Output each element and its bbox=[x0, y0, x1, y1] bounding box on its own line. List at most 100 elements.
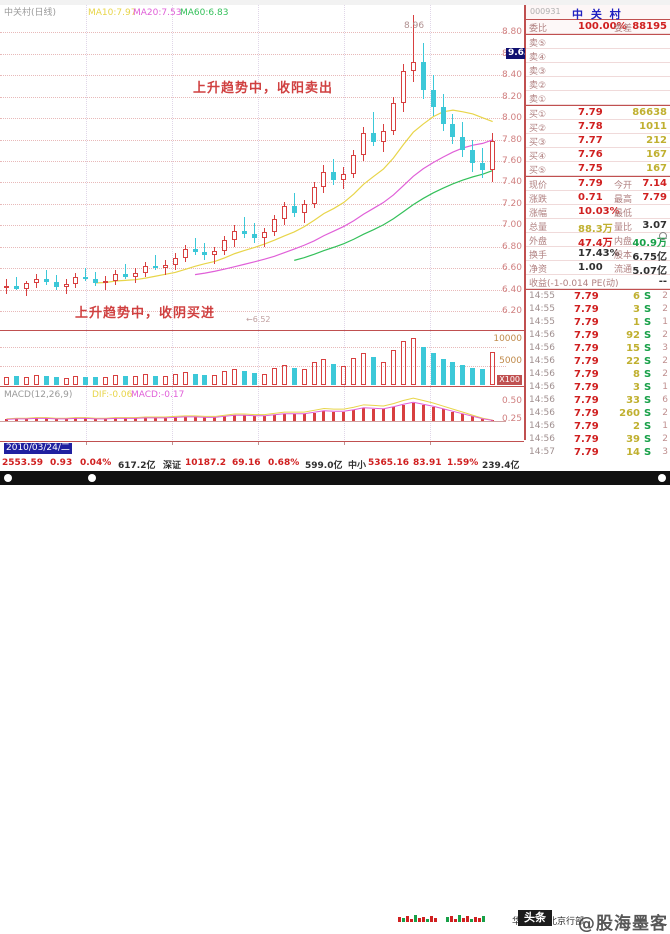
volume-bar[interactable] bbox=[202, 374, 208, 385]
volume-bar[interactable] bbox=[371, 357, 377, 385]
status-item[interactable]: 2553.59 bbox=[2, 458, 43, 468]
status-item[interactable]: 599.0亿 bbox=[305, 461, 343, 471]
volume-bar[interactable] bbox=[172, 373, 178, 385]
volume-bar[interactable] bbox=[400, 340, 406, 385]
volume-bar[interactable] bbox=[410, 337, 416, 385]
bid-book[interactable]: 买① 7.79 86638 买② 7.78 1011 买③ 7.77 212 买④ 7.76 167 买… bbox=[526, 105, 670, 176]
volume-bar[interactable] bbox=[311, 362, 317, 385]
volume-bar[interactable] bbox=[23, 377, 29, 385]
volume-bar[interactable] bbox=[381, 361, 387, 385]
status-item[interactable]: 0.93 bbox=[50, 458, 73, 468]
volume-bar[interactable] bbox=[232, 369, 238, 385]
scrollbar-right-knob[interactable] bbox=[658, 474, 666, 482]
bid-row[interactable]: 买④ 7.76 167 bbox=[526, 148, 670, 162]
status-item[interactable]: 5365.16 bbox=[368, 458, 409, 468]
volume-bar[interactable] bbox=[222, 371, 228, 385]
tick-row[interactable]: 14:56 7.79 260 S 2 bbox=[526, 407, 670, 420]
ask-row[interactable]: 卖① bbox=[526, 91, 670, 105]
status-item[interactable]: 239.4亿 bbox=[482, 461, 520, 471]
bid-row[interactable]: 买① 7.79 86638 bbox=[526, 105, 670, 120]
tick-row[interactable]: 14:56 7.79 8 S 2 bbox=[526, 368, 670, 381]
tick-row[interactable]: 14:56 7.79 2 S 1 bbox=[526, 420, 670, 433]
volume-bar[interactable] bbox=[480, 369, 486, 385]
volume-bar[interactable] bbox=[152, 375, 158, 385]
volume-bar[interactable] bbox=[242, 370, 248, 385]
volume-bar[interactable] bbox=[93, 377, 99, 385]
volume-bar[interactable] bbox=[440, 358, 446, 385]
status-item[interactable]: 69.16 bbox=[232, 458, 261, 468]
tick-row[interactable]: 14:55 7.79 3 S 2 bbox=[526, 303, 670, 316]
status-item[interactable]: 83.91 bbox=[413, 458, 442, 468]
quote-panel[interactable]: 000931 中 关 村 委比 100.00% 委差 88195 卖⑤ 卖④ 卖③ 卖… bbox=[525, 5, 670, 471]
volume-bar[interactable] bbox=[420, 346, 426, 385]
volume-bar[interactable] bbox=[33, 375, 39, 385]
volume-bar[interactable] bbox=[331, 363, 337, 385]
status-item[interactable]: 10187.2 bbox=[185, 458, 226, 468]
price-pane[interactable]: 8.808.608.408.208.007.807.607.407.207.00… bbox=[0, 5, 533, 331]
ask-book[interactable]: 卖⑤ 卖④ 卖③ 卖② 卖① bbox=[526, 34, 670, 105]
ask-row[interactable]: 卖④ bbox=[526, 49, 670, 63]
bid-row[interactable]: 买⑤ 7.75 167 bbox=[526, 162, 670, 176]
status-item[interactable]: 0.04% bbox=[80, 458, 112, 468]
volume-bar[interactable] bbox=[460, 365, 466, 385]
ask-row[interactable]: 卖⑤ bbox=[526, 34, 670, 49]
tick-row[interactable]: 14:56 7.79 15 S 3 bbox=[526, 342, 670, 355]
volume-bar[interactable] bbox=[13, 375, 19, 385]
status-bar[interactable]: 2553.59 0.93 0.04% 617.2亿 深证 10187.2 69.16 0.68… bbox=[0, 455, 670, 934]
macd-pane[interactable]: MACD(12,26,9) DIF:-0.06 MACD:-0.17 0.50 … bbox=[0, 387, 524, 440]
volume-bar[interactable] bbox=[113, 375, 119, 385]
ask-row[interactable]: 卖③ bbox=[526, 63, 670, 77]
ask-row[interactable]: 卖② bbox=[526, 77, 670, 91]
volume-bar[interactable] bbox=[123, 375, 129, 385]
volume-bar[interactable] bbox=[192, 373, 198, 385]
volume-bar[interactable] bbox=[53, 377, 59, 385]
volume-bar[interactable] bbox=[361, 352, 367, 385]
volume-bar[interactable] bbox=[73, 375, 79, 385]
volume-bar[interactable] bbox=[291, 367, 297, 385]
tick-list[interactable]: 14:55 7.79 6 S 2 14:55 7.79 3 S 2 14:55 7.79 1 S 1 14:5… bbox=[526, 289, 670, 472]
bid-row[interactable]: 买③ 7.77 212 bbox=[526, 134, 670, 148]
date-axis[interactable]: 2010/03/24/二 bbox=[0, 441, 524, 456]
status-item[interactable]: 0.68% bbox=[268, 458, 300, 468]
volume-bar[interactable] bbox=[351, 357, 357, 385]
status-item[interactable]: 1.59% bbox=[447, 458, 479, 468]
tick-row[interactable]: 14:57 7.79 14 S 3 bbox=[526, 446, 670, 459]
volume-bar[interactable] bbox=[182, 372, 188, 385]
volume-bar[interactable] bbox=[390, 349, 396, 385]
chart-frame[interactable]: 8.808.608.408.208.007.807.607.407.207.00… bbox=[0, 5, 533, 440]
tick-row[interactable]: 14:56 7.79 92 S 2 bbox=[526, 329, 670, 342]
volume-bar[interactable] bbox=[63, 377, 69, 385]
volume-bar[interactable] bbox=[132, 376, 138, 385]
volume-bar[interactable] bbox=[83, 376, 89, 385]
volume-bar[interactable] bbox=[43, 376, 49, 385]
volume-pane[interactable]: 10000 5000 X100 bbox=[0, 331, 524, 387]
volume-bar[interactable] bbox=[341, 366, 347, 385]
volume-bar[interactable] bbox=[142, 374, 148, 385]
volume-bar[interactable] bbox=[261, 373, 267, 385]
tick-row[interactable]: 14:56 7.79 39 S 2 bbox=[526, 433, 670, 446]
scrollbar-thumb[interactable] bbox=[88, 474, 96, 482]
volume-bar[interactable] bbox=[212, 375, 218, 385]
volume-bar[interactable] bbox=[162, 375, 168, 385]
volume-bar[interactable] bbox=[252, 372, 258, 385]
tick-row[interactable]: 14:55 7.79 1 S 1 bbox=[526, 316, 670, 329]
volume-bar[interactable] bbox=[4, 376, 9, 385]
status-item[interactable]: 617.2亿 bbox=[118, 461, 156, 471]
scrollbar-left-knob[interactable] bbox=[4, 474, 12, 482]
tick-row[interactable]: 14:55 7.79 6 S 2 bbox=[526, 289, 670, 303]
volume-bar[interactable] bbox=[490, 351, 496, 385]
volume-bar[interactable] bbox=[430, 353, 436, 385]
volume-bar[interactable] bbox=[450, 362, 456, 385]
status-item[interactable]: 中小 bbox=[348, 461, 367, 471]
horizontal-scrollbar[interactable] bbox=[0, 471, 670, 485]
tick-row[interactable]: 14:56 7.79 22 S 2 bbox=[526, 355, 670, 368]
tick-row[interactable]: 14:56 7.79 33 S 6 bbox=[526, 394, 670, 407]
volume-bar[interactable] bbox=[470, 367, 476, 385]
volume-bar[interactable] bbox=[271, 368, 277, 385]
volume-bar[interactable] bbox=[321, 359, 327, 385]
volume-bar[interactable] bbox=[301, 369, 307, 385]
status-item[interactable]: 深证 bbox=[163, 461, 182, 471]
tick-row[interactable]: 14:56 7.79 3 S 1 bbox=[526, 381, 670, 394]
bid-row[interactable]: 买② 7.78 1011 bbox=[526, 120, 670, 134]
volume-bar[interactable] bbox=[103, 377, 109, 385]
